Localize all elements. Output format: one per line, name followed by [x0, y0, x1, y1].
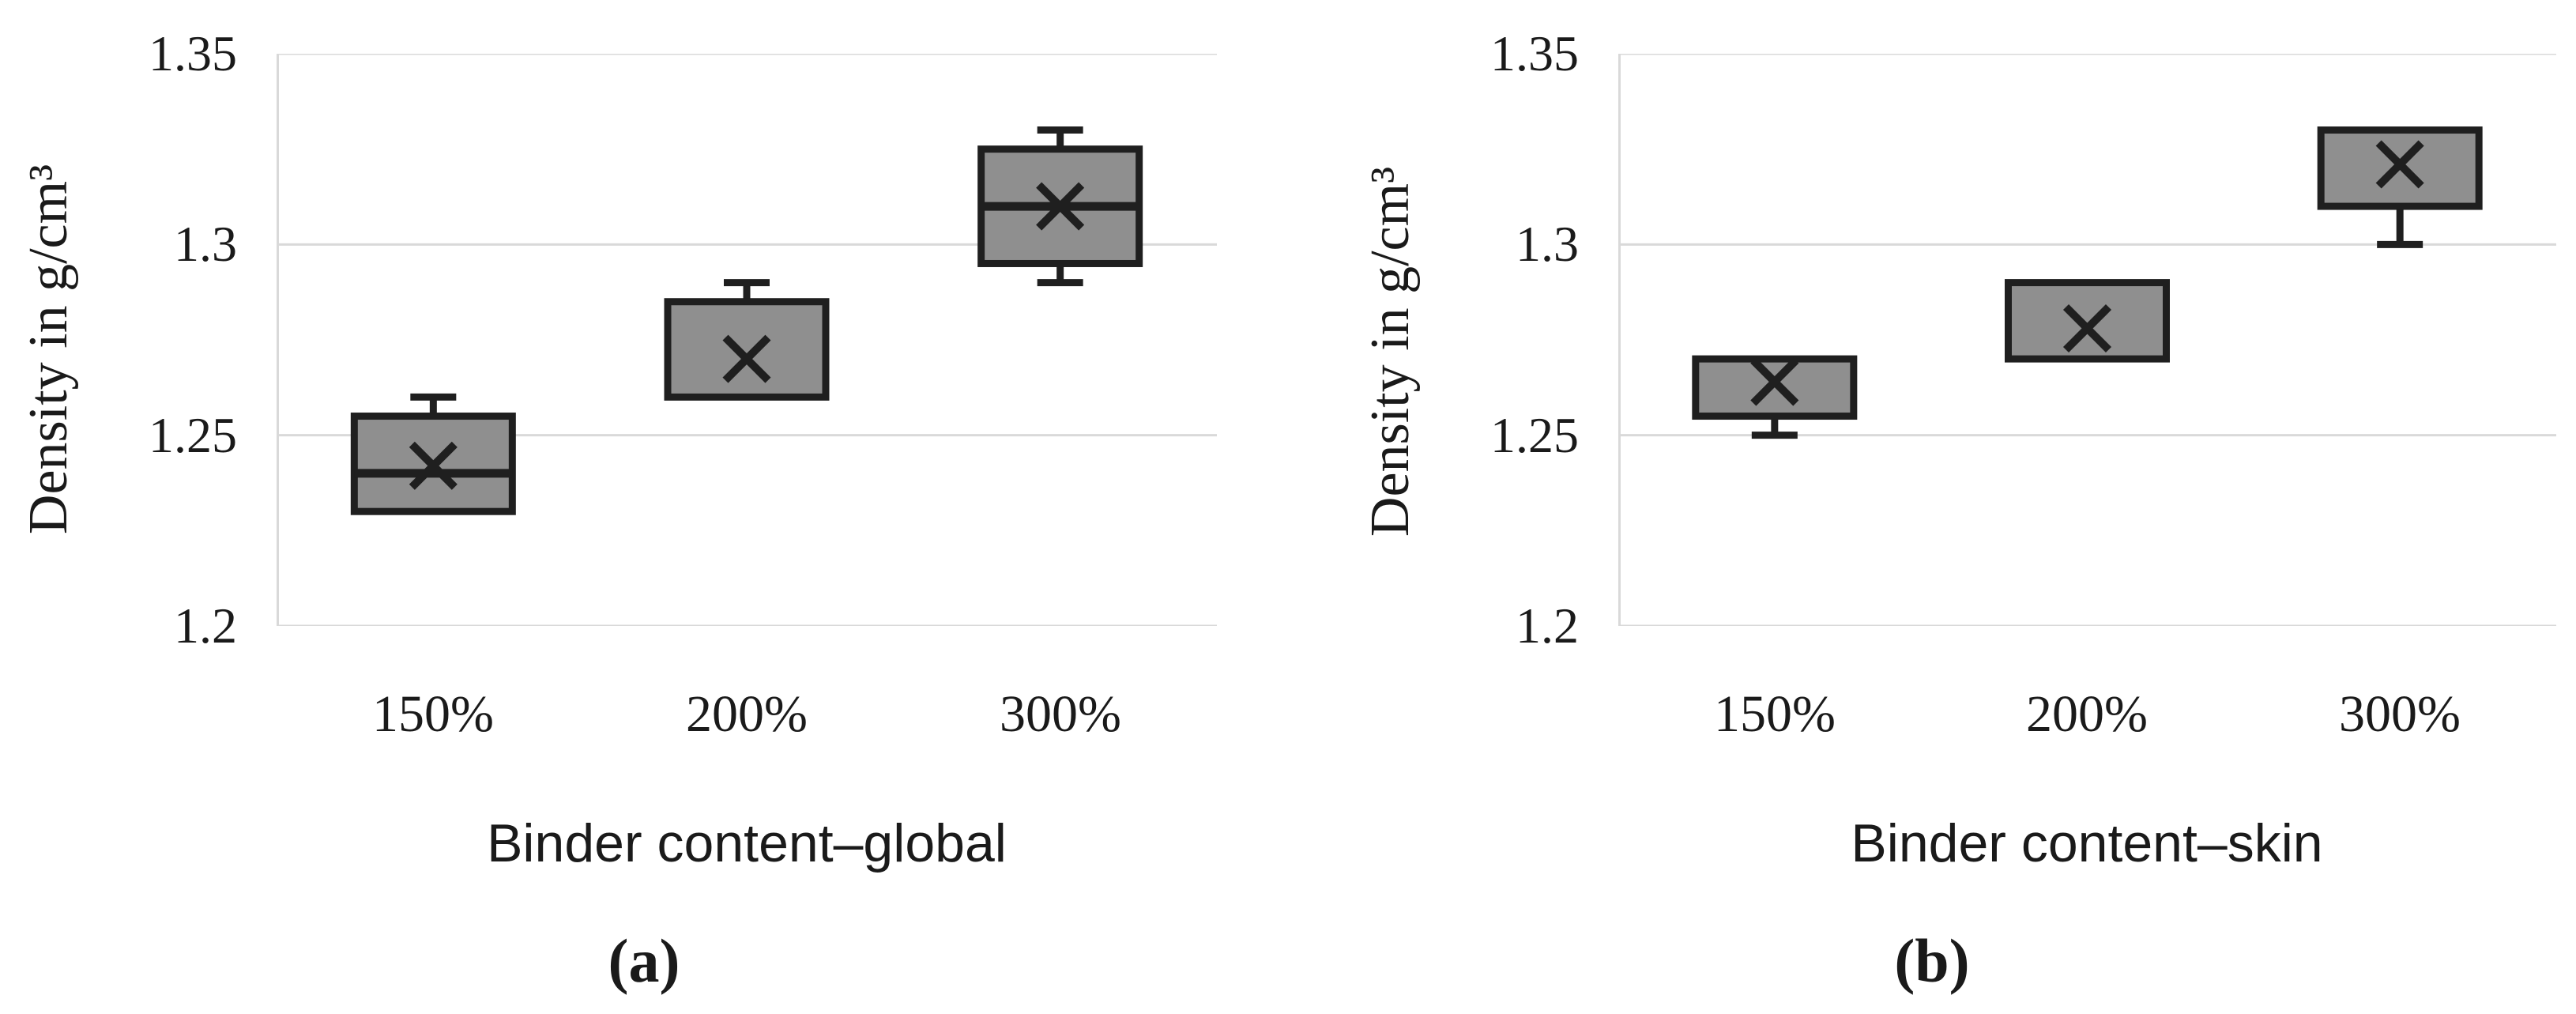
mean-x-marker	[409, 441, 458, 490]
panel-caption: (b)	[1894, 926, 1970, 995]
x-tick-label: 200%	[686, 685, 808, 743]
mean-x-marker	[722, 334, 771, 383]
y-tick-label: 1.25	[1490, 407, 1579, 463]
mean-x-stroke	[2062, 303, 2112, 353]
x-tick-label: 200%	[2026, 685, 2148, 743]
mean-x-stroke	[1750, 357, 1799, 406]
mean-x-marker	[1036, 182, 1085, 231]
x-tick-label: 300%	[1000, 685, 1121, 743]
mean-x-marker	[2375, 140, 2424, 189]
panel-a: Density in g/cm³ 1.35 1.3 1.25 1.2 150% …	[18, 25, 1217, 995]
boxplot-canvas-a	[277, 54, 1217, 626]
y-tick-label: 1.35	[149, 25, 237, 81]
box-iqr	[664, 298, 830, 401]
mean-x-stroke	[1036, 182, 1085, 231]
mean-x-stroke	[409, 441, 458, 490]
mean-x-marker	[2062, 303, 2112, 353]
x-tick-label: 150%	[372, 685, 494, 743]
y-tick-label: 1.3	[174, 216, 237, 272]
y-tick-label: 1.35	[1490, 25, 1579, 81]
panel-b: Density in g/cm³ 1.35 1.3 1.25 1.2 150% …	[1288, 0, 2576, 1014]
boxplot-canvas-b	[1618, 54, 2556, 626]
x-tick-label: 300%	[2339, 685, 2461, 743]
x-axis-title: Binder content–global	[487, 813, 1007, 873]
x-axis-title: Binder content–skin	[1851, 813, 2323, 873]
y-tick-label: 1.2	[1516, 597, 1579, 654]
x-tick-label: 150%	[1714, 685, 1836, 743]
mean-x-marker	[1750, 357, 1799, 406]
y-tick-label: 1.3	[1516, 216, 1579, 272]
mean-x-stroke	[2375, 140, 2424, 189]
y-tick-label: 1.2	[174, 597, 237, 654]
mean-x-stroke	[722, 334, 771, 383]
box-iqr	[2005, 279, 2170, 363]
y-tick-label: 1.25	[149, 407, 237, 463]
box-iqr	[1692, 355, 1858, 420]
panel-caption: (a)	[608, 926, 680, 995]
